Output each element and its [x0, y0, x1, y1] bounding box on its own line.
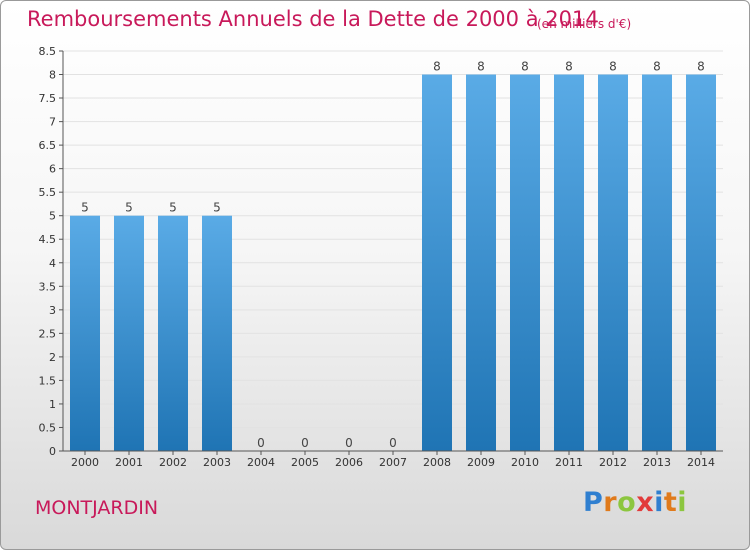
- logo-letter: i: [677, 487, 688, 518]
- y-tick-label: 4.5: [39, 233, 57, 246]
- x-tick-label: 2010: [511, 456, 539, 469]
- commune-name: MONTJARDIN: [35, 497, 159, 519]
- y-tick-label: 1.5: [39, 374, 57, 387]
- y-tick-label: 3: [49, 304, 56, 317]
- data-label: 8: [565, 60, 573, 74]
- data-label: 0: [257, 436, 265, 450]
- bar: [202, 215, 232, 451]
- logo-letter: o: [617, 487, 637, 518]
- data-label: 8: [697, 60, 705, 74]
- y-tick-label: 2: [49, 351, 56, 364]
- data-label: 0: [389, 436, 397, 450]
- x-tick-label: 2011: [555, 456, 583, 469]
- logo-letter: r: [603, 487, 618, 518]
- x-tick-label: 2013: [643, 456, 671, 469]
- chart-title: Remboursements Annuels de la Dette de 20…: [27, 7, 599, 31]
- logo-letter: t: [663, 487, 678, 518]
- data-label: 8: [653, 60, 661, 74]
- bar: [642, 74, 672, 451]
- x-tick-label: 2003: [203, 456, 231, 469]
- bar: [158, 215, 188, 451]
- data-label: 5: [213, 201, 221, 215]
- data-label: 8: [477, 60, 485, 74]
- bars: [70, 74, 716, 451]
- data-label: 8: [433, 60, 441, 74]
- data-label: 5: [169, 201, 177, 215]
- logo-letter: x: [636, 487, 655, 518]
- x-tick-label: 2004: [247, 456, 275, 469]
- y-tick-label: 3.5: [39, 280, 57, 293]
- y-tick-label: 0.5: [39, 421, 57, 434]
- data-label: 0: [345, 436, 353, 450]
- data-label: 8: [521, 60, 529, 74]
- y-tick-label: 1: [49, 398, 56, 411]
- chart-subtitle: (en milliers d'€): [537, 17, 632, 31]
- data-label: 8: [609, 60, 617, 74]
- y-tick-label: 6.5: [39, 139, 57, 152]
- x-tick-label: 2014: [687, 456, 715, 469]
- x-tick-label: 2009: [467, 456, 495, 469]
- x-tick-label: 2005: [291, 456, 319, 469]
- y-tick-label: 8.5: [39, 45, 57, 58]
- x-tick-label: 2008: [423, 456, 451, 469]
- data-label: 0: [301, 436, 309, 450]
- x-tick-label: 2001: [115, 456, 143, 469]
- y-tick-label: 2.5: [39, 327, 57, 340]
- x-tick-label: 2007: [379, 456, 407, 469]
- logo-letter: i: [654, 487, 664, 518]
- y-tick-label: 5.5: [39, 186, 57, 199]
- y-tick-label: 7: [49, 116, 56, 129]
- y-tick-label: 7.5: [39, 92, 57, 105]
- y-tick-label: 8: [49, 69, 56, 82]
- y-tick-label: 5: [49, 210, 56, 223]
- x-tick-label: 2012: [599, 456, 627, 469]
- bar: [598, 74, 628, 451]
- bar: [686, 74, 716, 451]
- bar: [554, 74, 584, 451]
- logo-letter: P: [583, 487, 604, 518]
- data-label: 5: [125, 201, 133, 215]
- y-tick-label: 4: [49, 257, 56, 270]
- bar: [466, 74, 496, 451]
- y-tick-label: 6: [49, 163, 56, 176]
- axes: [59, 50, 723, 455]
- x-tick-label: 2000: [71, 456, 99, 469]
- x-tick-label: 2002: [159, 456, 187, 469]
- data-label: 5: [81, 201, 89, 215]
- proxiti-logo[interactable]: Proxiti: [583, 487, 687, 518]
- bar: [70, 215, 100, 451]
- bar: [510, 74, 540, 451]
- y-tick-label: 0: [49, 445, 56, 458]
- x-tick-label: 2006: [335, 456, 363, 469]
- bar: [114, 215, 144, 451]
- bar: [422, 74, 452, 451]
- tick-labels: 0 0.5 1 1.5 2 2.5 3 3.5 4 4.5 5 5.5 6 6.5 7 7.5 8 8.5 5 200…: [39, 45, 716, 469]
